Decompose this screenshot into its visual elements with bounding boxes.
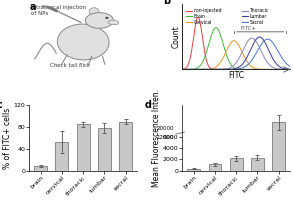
Text: c: c	[0, 100, 3, 110]
Bar	[55, 142, 68, 171]
Text: Intrathecal injection
of NPs: Intrathecal injection of NPs	[31, 5, 86, 16]
Bar	[187, 168, 200, 171]
Ellipse shape	[85, 13, 113, 28]
Y-axis label: Mean Fluorescence Inten.: Mean Fluorescence Inten.	[152, 89, 161, 187]
Bar	[119, 122, 132, 171]
Ellipse shape	[57, 24, 109, 60]
Text: d: d	[145, 100, 151, 110]
Text: FITC+: FITC+	[241, 26, 257, 31]
Bar	[34, 166, 47, 171]
Bar	[98, 128, 111, 171]
Text: 20000: 20000	[156, 126, 174, 131]
Bar	[209, 164, 221, 171]
Bar	[251, 157, 264, 171]
Text: 12000: 12000	[156, 135, 174, 140]
Circle shape	[105, 17, 108, 19]
Text: a: a	[29, 2, 36, 12]
X-axis label: FITC: FITC	[228, 71, 244, 80]
Text: b: b	[163, 0, 170, 6]
Bar	[272, 122, 285, 171]
Bar	[230, 158, 243, 171]
Ellipse shape	[108, 20, 119, 25]
Y-axis label: Count: Count	[172, 25, 181, 48]
Legend: Thoracic, Lumbar, Sacral: Thoracic, Lumbar, Sacral	[241, 6, 270, 26]
Bar	[77, 124, 90, 171]
Text: Check tail flick: Check tail flick	[50, 63, 90, 68]
Y-axis label: % of FITC+ cells: % of FITC+ cells	[3, 107, 12, 168]
Ellipse shape	[89, 8, 99, 15]
